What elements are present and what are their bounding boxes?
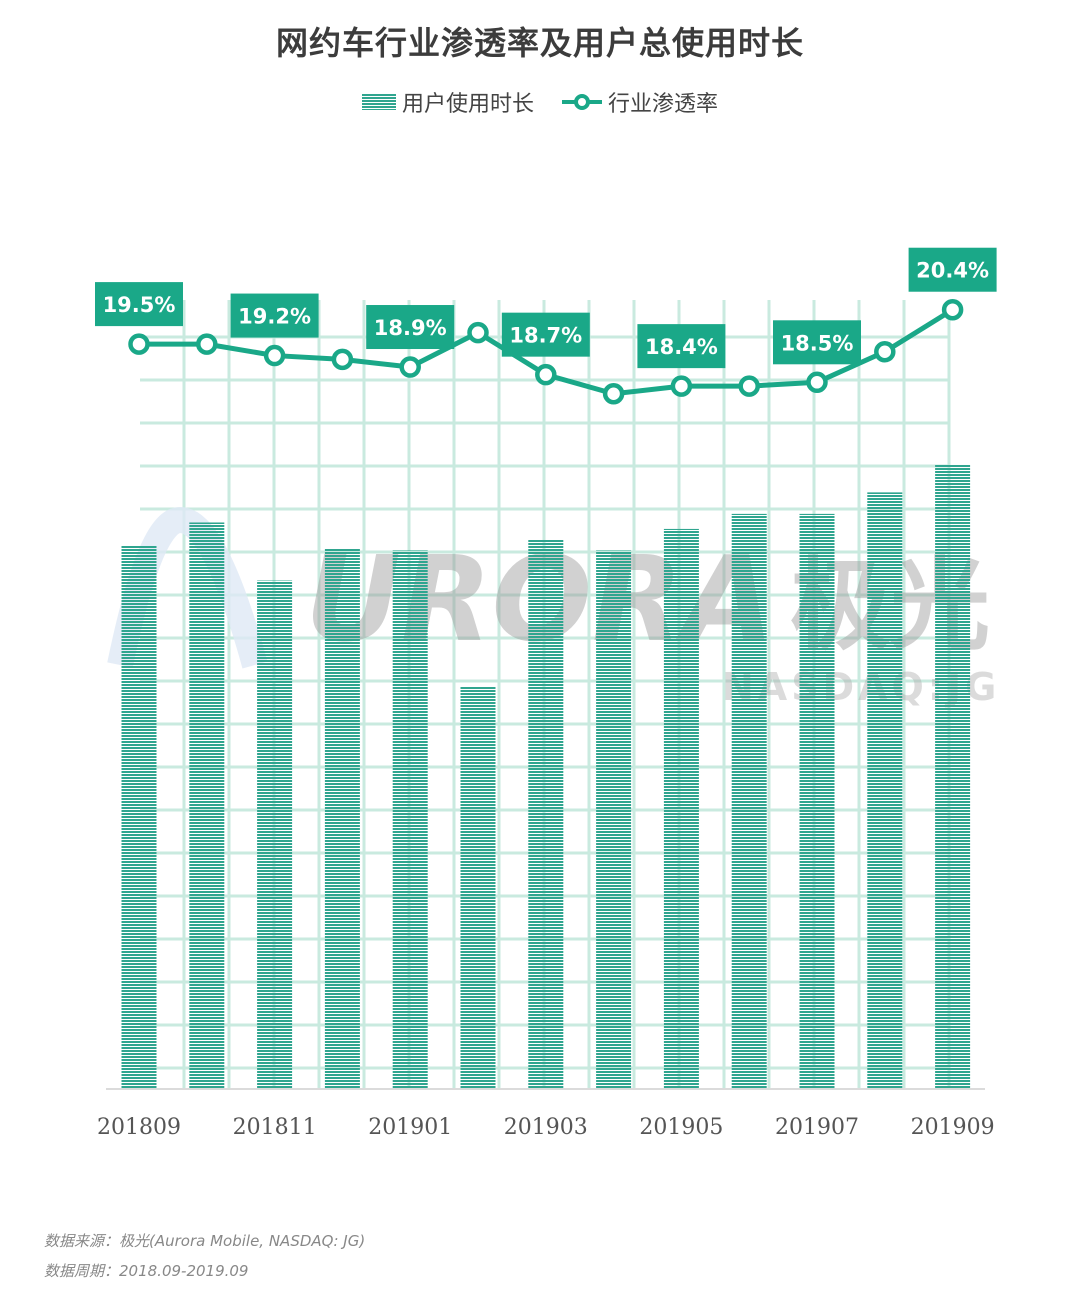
x-axis-ticks: 201809 201811 201901 201903 201905 201907 2019…	[97, 1115, 995, 1140]
line-point-201809	[128, 333, 150, 355]
line-point-201901	[399, 356, 421, 378]
x-tick-label: 201905	[639, 1115, 723, 1140]
data-label: 18.7%	[501, 312, 590, 357]
data-label-box	[95, 282, 183, 327]
line-point-201906	[738, 375, 760, 397]
bar-201902	[460, 686, 496, 1089]
line-point-201902	[467, 321, 489, 344]
x-tick-label: 201901	[368, 1115, 452, 1140]
data-label: 19.2%	[230, 293, 319, 338]
bar-201904	[596, 550, 632, 1089]
data-labels: 19.5% 19.2% 18.9% 18.7% 18.4% 18.5% 20.4%	[95, 247, 997, 369]
bar-201903	[528, 539, 564, 1089]
x-tick-label: 201907	[775, 1115, 859, 1140]
data-label-box	[501, 312, 590, 357]
legend-line-label: 行业渗透率	[608, 92, 719, 117]
data-label: 19.5%	[95, 282, 183, 327]
bar-201809	[121, 545, 157, 1089]
data-label-text: 19.2%	[238, 305, 311, 329]
line-point-201904	[602, 383, 625, 405]
line-point-201909	[941, 298, 964, 321]
bar-201812	[324, 548, 360, 1089]
line-point-201907	[806, 371, 828, 394]
line-point-201908	[874, 340, 896, 363]
bar-201901	[392, 550, 428, 1089]
data-label-box	[366, 305, 455, 350]
bar-201810	[189, 522, 225, 1089]
x-tick-label: 201909	[911, 1115, 995, 1140]
legend-item-bar: 用户使用时长	[361, 86, 534, 118]
bar-series	[121, 464, 971, 1089]
bar-201908	[867, 492, 903, 1089]
legend-bar-label: 用户使用时长	[401, 92, 534, 117]
line-point-201812	[331, 348, 354, 371]
legend: 用户使用时长 行业渗透率	[0, 86, 1080, 118]
data-label-text: 19.5%	[103, 293, 176, 317]
data-label-text: 18.7%	[509, 324, 582, 348]
data-label: 18.5%	[773, 320, 861, 365]
bar-201905	[663, 528, 699, 1089]
source-line: 数据来源：极光(Aurora Mobile, NASDAQ: JG)	[44, 1232, 366, 1250]
x-tick-label: 201903	[504, 1115, 588, 1140]
bar-201909	[935, 464, 971, 1089]
data-label-box	[908, 247, 997, 292]
legend-item-line: 行业渗透率	[562, 86, 718, 118]
data-label: 20.4%	[908, 247, 997, 292]
legend-line-swatch	[562, 94, 602, 110]
bar-201811	[257, 580, 293, 1089]
data-label-text: 18.9%	[374, 316, 447, 340]
data-label-box	[773, 320, 861, 365]
source-note: 数据来源：极光(Aurora Mobile, NASDAQ: JG) 数据周期：…	[44, 1226, 365, 1286]
data-label-text: 20.4%	[916, 259, 989, 283]
line-point-201903	[535, 363, 557, 386]
data-label-box	[637, 324, 726, 369]
line-series	[128, 298, 964, 405]
line-point-201811	[263, 344, 286, 367]
period-line: 数据周期：2018.09-2019.09	[44, 1262, 249, 1280]
data-label-text: 18.4%	[645, 335, 718, 359]
line-point-201810	[196, 333, 218, 355]
x-tick-label: 201809	[97, 1115, 181, 1140]
bar-201906	[731, 513, 767, 1089]
data-label-box	[230, 293, 319, 338]
chart-title: 网约车行业渗透率及用户总使用时长	[275, 24, 804, 62]
data-label-text: 18.5%	[781, 331, 854, 355]
data-label: 18.9%	[366, 305, 455, 350]
line-point-201905	[670, 375, 693, 397]
x-tick-label: 201811	[233, 1115, 317, 1140]
data-label: 18.4%	[637, 324, 726, 369]
bar-201907	[799, 513, 835, 1089]
legend-bar-swatch	[361, 94, 396, 110]
